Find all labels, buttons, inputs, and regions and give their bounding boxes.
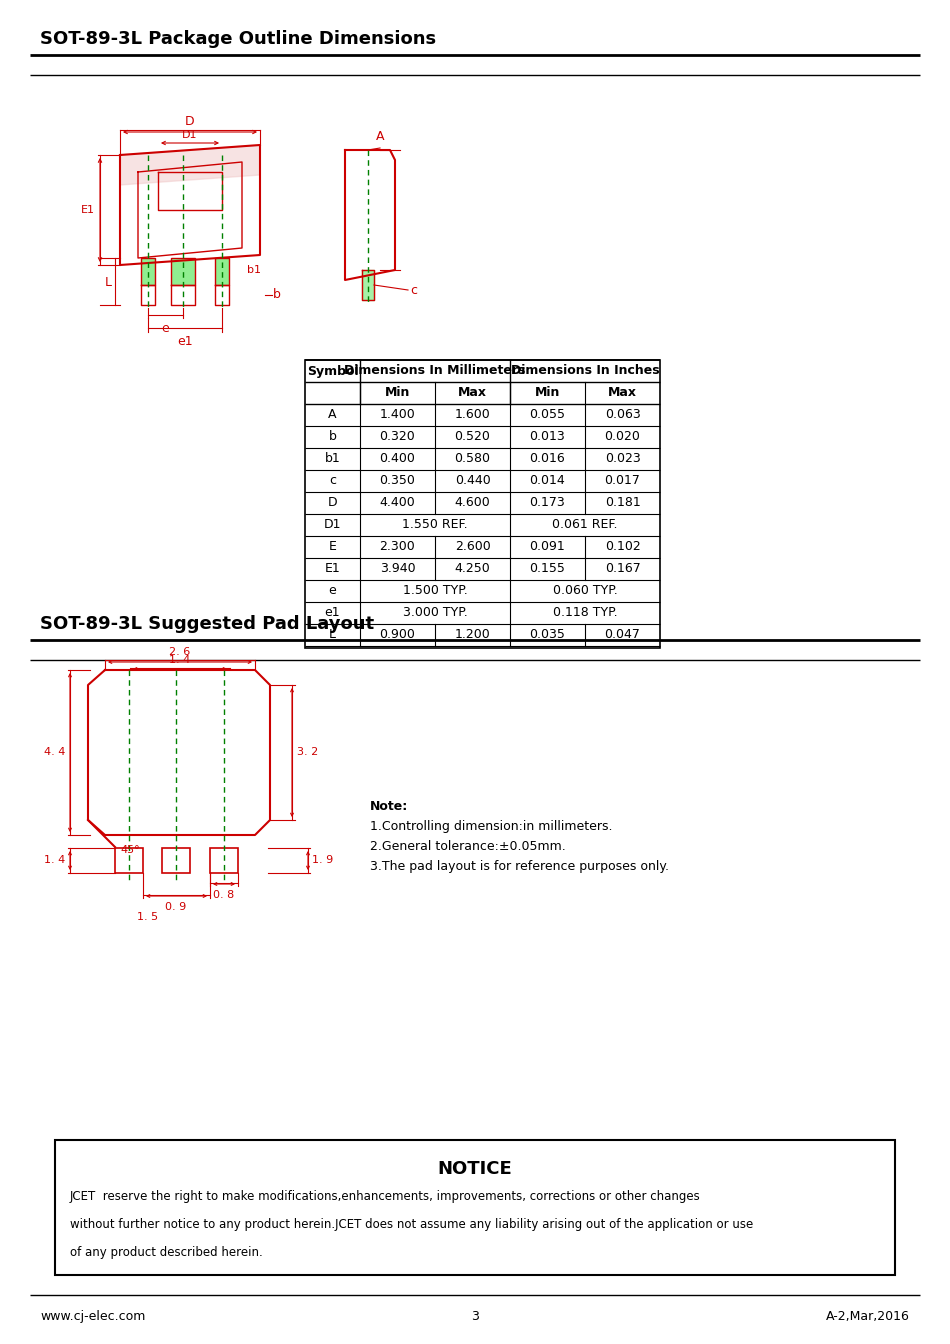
Text: 0.047: 0.047 bbox=[604, 629, 640, 641]
Text: Min: Min bbox=[385, 387, 410, 399]
Text: 1.200: 1.200 bbox=[455, 629, 490, 641]
Text: SOT-89-3L Package Outline Dimensions: SOT-89-3L Package Outline Dimensions bbox=[40, 30, 436, 48]
Text: Note:: Note: bbox=[370, 800, 408, 813]
Text: 0.520: 0.520 bbox=[454, 430, 490, 444]
Text: e: e bbox=[329, 585, 336, 598]
Text: NOTICE: NOTICE bbox=[438, 1160, 512, 1177]
Text: 1. 4: 1. 4 bbox=[44, 855, 65, 866]
Text: 1.Controlling dimension:in millimeters.: 1.Controlling dimension:in millimeters. bbox=[370, 820, 613, 833]
Text: 0.181: 0.181 bbox=[604, 496, 640, 509]
Text: Max: Max bbox=[458, 387, 487, 399]
Text: 0. 9: 0. 9 bbox=[165, 902, 186, 913]
Text: 0.440: 0.440 bbox=[455, 474, 490, 488]
Text: 0.167: 0.167 bbox=[604, 563, 640, 575]
Polygon shape bbox=[215, 258, 229, 285]
Text: 0.017: 0.017 bbox=[604, 474, 640, 488]
Text: A: A bbox=[376, 130, 384, 142]
Text: 4.400: 4.400 bbox=[380, 496, 415, 509]
Text: L: L bbox=[329, 629, 336, 641]
Polygon shape bbox=[171, 258, 195, 285]
Text: c: c bbox=[410, 284, 417, 297]
Text: 0.091: 0.091 bbox=[530, 540, 565, 554]
Text: of any product described herein.: of any product described herein. bbox=[70, 1246, 263, 1259]
Text: b1: b1 bbox=[247, 265, 261, 276]
Text: 1. 4: 1. 4 bbox=[169, 655, 191, 665]
Text: 1.400: 1.400 bbox=[380, 409, 415, 422]
Text: www.cj-elec.com: www.cj-elec.com bbox=[40, 1310, 145, 1322]
Text: 0. 8: 0. 8 bbox=[214, 890, 235, 900]
Polygon shape bbox=[141, 258, 155, 285]
Text: D: D bbox=[328, 496, 337, 509]
Polygon shape bbox=[162, 848, 190, 874]
Text: 0.155: 0.155 bbox=[529, 563, 565, 575]
Text: 0.061 REF.: 0.061 REF. bbox=[552, 519, 618, 531]
Text: e1: e1 bbox=[325, 606, 340, 620]
Text: Dimensions In Inches: Dimensions In Inches bbox=[511, 364, 659, 378]
Text: 0.400: 0.400 bbox=[380, 453, 415, 465]
Text: 0.023: 0.023 bbox=[604, 453, 640, 465]
Text: without further notice to any product herein.JCET does not assume any liability : without further notice to any product he… bbox=[70, 1218, 753, 1231]
Text: 3.000 TYP.: 3.000 TYP. bbox=[403, 606, 467, 620]
Text: 0.102: 0.102 bbox=[604, 540, 640, 554]
Text: c: c bbox=[329, 474, 336, 488]
Text: 0.900: 0.900 bbox=[380, 629, 415, 641]
Bar bbox=[55, 1140, 895, 1275]
Polygon shape bbox=[115, 848, 143, 874]
Polygon shape bbox=[210, 848, 238, 874]
Text: 1.500 TYP.: 1.500 TYP. bbox=[403, 585, 467, 598]
Text: A-2,Mar,2016: A-2,Mar,2016 bbox=[826, 1310, 910, 1322]
Text: D1: D1 bbox=[324, 519, 341, 531]
Text: 0.320: 0.320 bbox=[380, 430, 415, 444]
Text: Symbol: Symbol bbox=[307, 364, 358, 378]
Text: e: e bbox=[162, 323, 169, 335]
Text: 1. 9: 1. 9 bbox=[312, 855, 333, 866]
Polygon shape bbox=[120, 145, 260, 185]
Text: E1: E1 bbox=[325, 563, 340, 575]
Text: E1: E1 bbox=[81, 206, 95, 215]
Text: 2.600: 2.600 bbox=[455, 540, 490, 554]
Text: 3.The pad layout is for reference purposes only.: 3.The pad layout is for reference purpos… bbox=[370, 860, 669, 874]
Text: A: A bbox=[329, 409, 336, 422]
Text: b: b bbox=[273, 289, 281, 301]
Text: L: L bbox=[104, 276, 111, 289]
Text: 1.600: 1.600 bbox=[455, 409, 490, 422]
Text: E: E bbox=[329, 540, 336, 554]
Text: 1.550 REF.: 1.550 REF. bbox=[402, 519, 467, 531]
Text: 0.118 TYP.: 0.118 TYP. bbox=[553, 606, 618, 620]
Text: 2.General tolerance:±0.05mm.: 2.General tolerance:±0.05mm. bbox=[370, 840, 566, 853]
Text: 0.016: 0.016 bbox=[530, 453, 565, 465]
Text: 0.173: 0.173 bbox=[530, 496, 565, 509]
Text: 2. 6: 2. 6 bbox=[169, 646, 191, 657]
Text: 0.060 TYP.: 0.060 TYP. bbox=[553, 585, 618, 598]
Text: 0.055: 0.055 bbox=[529, 409, 565, 422]
Text: 4. 4: 4. 4 bbox=[44, 747, 65, 757]
Text: 3: 3 bbox=[471, 1310, 479, 1322]
Text: 45°: 45° bbox=[120, 845, 140, 855]
Text: e1: e1 bbox=[178, 335, 193, 348]
Text: b1: b1 bbox=[325, 453, 340, 465]
Text: 3.940: 3.940 bbox=[380, 563, 415, 575]
Text: 0.580: 0.580 bbox=[454, 453, 490, 465]
Text: b: b bbox=[329, 430, 336, 444]
Text: D1: D1 bbox=[182, 130, 198, 140]
Text: 0.020: 0.020 bbox=[604, 430, 640, 444]
Bar bbox=[305, 360, 660, 648]
Text: JCET  reserve the right to make modifications,enhancements, improvements, correc: JCET reserve the right to make modificat… bbox=[70, 1189, 701, 1203]
Text: 0.014: 0.014 bbox=[530, 474, 565, 488]
Text: 0.063: 0.063 bbox=[604, 409, 640, 422]
Text: 0.350: 0.350 bbox=[380, 474, 415, 488]
Text: Dimensions In Millimeters: Dimensions In Millimeters bbox=[344, 364, 525, 378]
Text: 3. 2: 3. 2 bbox=[297, 747, 318, 757]
Text: SOT-89-3L Suggested Pad Layout: SOT-89-3L Suggested Pad Layout bbox=[40, 616, 374, 633]
Text: D: D bbox=[185, 116, 195, 128]
Text: 1. 5: 1. 5 bbox=[138, 913, 159, 922]
Text: 4.600: 4.600 bbox=[455, 496, 490, 509]
Text: 4.250: 4.250 bbox=[455, 563, 490, 575]
Text: Max: Max bbox=[608, 387, 637, 399]
Polygon shape bbox=[362, 270, 374, 300]
Text: 0.013: 0.013 bbox=[530, 430, 565, 444]
Text: Min: Min bbox=[535, 387, 560, 399]
Text: 2.300: 2.300 bbox=[380, 540, 415, 554]
Text: 0.035: 0.035 bbox=[529, 629, 565, 641]
